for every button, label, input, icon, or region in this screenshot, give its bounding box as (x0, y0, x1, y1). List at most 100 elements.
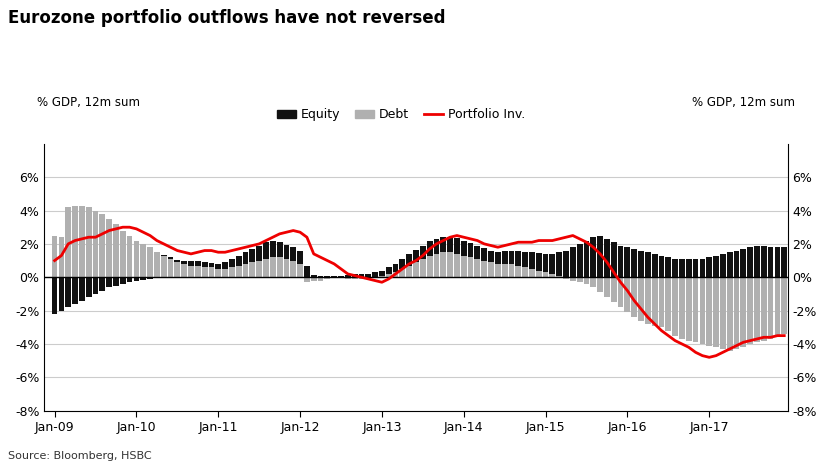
Bar (549, 274, 555, 277)
Bar (775, 247, 780, 277)
Bar (447, 252, 453, 277)
Bar (58, 237, 64, 277)
Bar (195, 266, 201, 277)
Bar (645, 252, 651, 277)
Bar (481, 261, 487, 277)
Bar (120, 231, 126, 277)
Bar (454, 254, 460, 277)
Bar (188, 266, 194, 277)
Text: Source: Bloomberg, HSBC: Source: Bloomberg, HSBC (8, 450, 152, 461)
Bar (92, 211, 98, 277)
Bar (393, 264, 399, 272)
Bar (79, 277, 85, 300)
Bar (181, 264, 187, 277)
Bar (215, 264, 221, 269)
Bar (474, 245, 480, 259)
Bar (706, 277, 712, 346)
Bar (100, 214, 105, 277)
Bar (345, 277, 351, 279)
Bar (100, 277, 105, 291)
Bar (86, 207, 92, 277)
Bar (570, 277, 576, 281)
Bar (141, 277, 146, 280)
Bar (141, 244, 146, 277)
Bar (72, 206, 78, 277)
Bar (256, 261, 262, 277)
Bar (222, 269, 228, 277)
Bar (638, 250, 644, 277)
Bar (727, 252, 732, 277)
Bar (229, 259, 235, 267)
Bar (563, 250, 569, 277)
Bar (631, 249, 637, 277)
Bar (277, 242, 283, 257)
Bar (693, 259, 699, 277)
Bar (508, 250, 514, 264)
Bar (651, 254, 657, 277)
Bar (209, 263, 215, 267)
Bar (167, 259, 173, 277)
Bar (536, 270, 542, 277)
Bar (66, 207, 71, 277)
Bar (597, 277, 603, 292)
Bar (611, 277, 617, 302)
Bar (250, 249, 255, 262)
Bar (693, 277, 699, 342)
Bar (474, 259, 480, 277)
Bar (345, 275, 351, 277)
Bar (52, 277, 57, 314)
Bar (304, 266, 310, 277)
Bar (754, 277, 760, 342)
Bar (92, 277, 98, 294)
Bar (557, 275, 562, 277)
Bar (631, 277, 637, 317)
Text: % GDP, 12m sum: % GDP, 12m sum (692, 96, 795, 109)
Bar (386, 267, 392, 274)
Bar (175, 262, 181, 277)
Bar (79, 206, 85, 277)
Bar (58, 277, 64, 311)
Bar (256, 245, 262, 261)
Bar (700, 259, 706, 277)
Bar (120, 277, 126, 284)
Bar (284, 245, 290, 259)
Bar (365, 277, 371, 278)
Bar (502, 264, 508, 277)
Bar (447, 237, 453, 252)
Bar (495, 252, 501, 264)
Bar (243, 264, 249, 277)
Bar (414, 250, 418, 262)
Bar (209, 267, 215, 277)
Bar (372, 272, 378, 277)
Bar (386, 274, 392, 277)
Bar (488, 250, 494, 262)
Bar (529, 252, 535, 269)
Bar (86, 277, 92, 297)
Bar (440, 237, 446, 252)
Bar (713, 256, 719, 277)
Bar (181, 261, 187, 264)
Bar (250, 262, 255, 277)
Bar (727, 277, 732, 350)
Bar (740, 249, 746, 277)
Bar (133, 241, 139, 277)
Bar (495, 264, 501, 277)
Bar (522, 252, 528, 267)
Bar (686, 259, 691, 277)
Bar (577, 244, 582, 277)
Bar (617, 277, 623, 307)
Bar (768, 247, 774, 277)
Bar (270, 257, 275, 277)
Bar (638, 277, 644, 320)
Bar (427, 256, 433, 277)
Bar (406, 254, 412, 266)
Bar (414, 262, 418, 277)
Bar (672, 259, 678, 277)
Text: % GDP, 12m sum: % GDP, 12m sum (37, 96, 140, 109)
Bar (617, 245, 623, 277)
Bar (570, 247, 576, 277)
Bar (542, 272, 548, 277)
Bar (481, 248, 487, 261)
Bar (304, 277, 310, 282)
Bar (508, 264, 514, 277)
